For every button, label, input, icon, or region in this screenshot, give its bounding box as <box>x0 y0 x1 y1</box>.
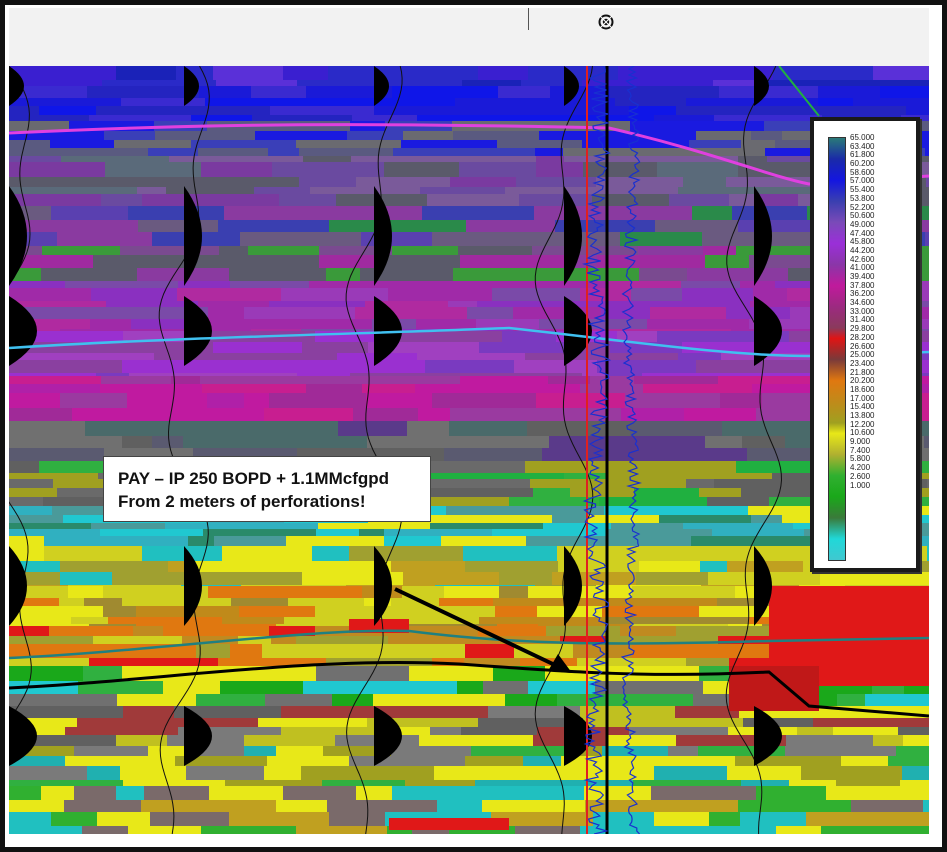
seismic-wiggle-traces <box>9 66 783 834</box>
legend-label: 10.600 <box>850 428 875 438</box>
legend-label: 1.000 <box>850 480 871 490</box>
legend-label: 50.600 <box>850 211 875 221</box>
legend-label: 44.200 <box>850 245 875 255</box>
legend-label: 29.800 <box>850 324 875 334</box>
pay-annotation-box: PAY – IP 250 BOPD + 1.1MMcfgpd From 2 me… <box>103 456 431 522</box>
legend-label: 55.400 <box>850 185 875 195</box>
impedance-cells <box>9 66 929 834</box>
seismic-inversion-section[interactable] <box>9 66 929 834</box>
well-symbol-icon[interactable] <box>598 14 614 30</box>
pay-annotation-line-1: PAY – IP 250 BOPD + 1.1MMcfgpd <box>118 469 390 488</box>
legend-label: 25.000 <box>850 350 875 360</box>
legend-label: 31.400 <box>850 315 875 325</box>
legend-label: 65.000 <box>850 133 875 142</box>
legend-label: 41.000 <box>850 263 875 273</box>
legend-label: 5.800 <box>850 454 871 464</box>
impedance-section-canvas <box>9 66 929 834</box>
pay-annotation-line-2: From 2 meters of perforations! <box>118 492 366 511</box>
legend-label: 57.000 <box>850 176 875 186</box>
legend-label: 60.200 <box>850 159 875 169</box>
legend-label: 63.400 <box>850 141 875 151</box>
well-log-track <box>581 66 642 834</box>
legend-label: 4.200 <box>850 463 871 473</box>
legend-label: 61.800 <box>850 150 875 160</box>
legend-label: 42.600 <box>850 254 875 264</box>
legend-label: 39.400 <box>850 272 875 281</box>
header-tick-mark <box>528 8 529 30</box>
legend-label: 2.600 <box>850 471 871 481</box>
legend-label: 53.800 <box>850 193 875 203</box>
legend-label: 15.400 <box>850 402 875 412</box>
section-header-bar <box>9 8 929 67</box>
color-scale-bar <box>828 137 846 561</box>
legend-label: 37.800 <box>850 280 875 290</box>
legend-label: 28.200 <box>850 332 875 342</box>
legend-label: 52.200 <box>850 202 875 212</box>
legend-label: 49.000 <box>850 219 875 229</box>
legend-label: 33.000 <box>850 306 875 316</box>
legend-label: 47.400 <box>850 228 875 238</box>
color-scale-labels: 65.000 63.400 61.800 60.200 58.600 57.000 55.4… <box>850 133 912 490</box>
interpreted-horizons <box>9 66 929 718</box>
legend-label: 21.800 <box>850 367 875 377</box>
legend-label: 12.200 <box>850 419 875 429</box>
legend-label: 34.600 <box>850 298 875 308</box>
legend-label: 7.400 <box>850 445 871 455</box>
legend-label: 13.800 <box>850 411 875 420</box>
legend-label: 58.600 <box>850 167 875 177</box>
legend-label: 23.400 <box>850 358 875 368</box>
callout-arrow <box>394 587 572 673</box>
legend-label: 26.600 <box>850 341 875 351</box>
legend-label: 36.200 <box>850 289 875 299</box>
legend-label: 45.800 <box>850 237 875 247</box>
legend-label: 9.000 <box>850 437 871 447</box>
legend-label: 20.200 <box>850 376 875 386</box>
legend-label: 18.600 <box>850 384 875 394</box>
color-scale-legend: 65.000 63.400 61.800 60.200 58.600 57.000 55.4… <box>810 117 920 572</box>
legend-label: 17.000 <box>850 393 875 403</box>
